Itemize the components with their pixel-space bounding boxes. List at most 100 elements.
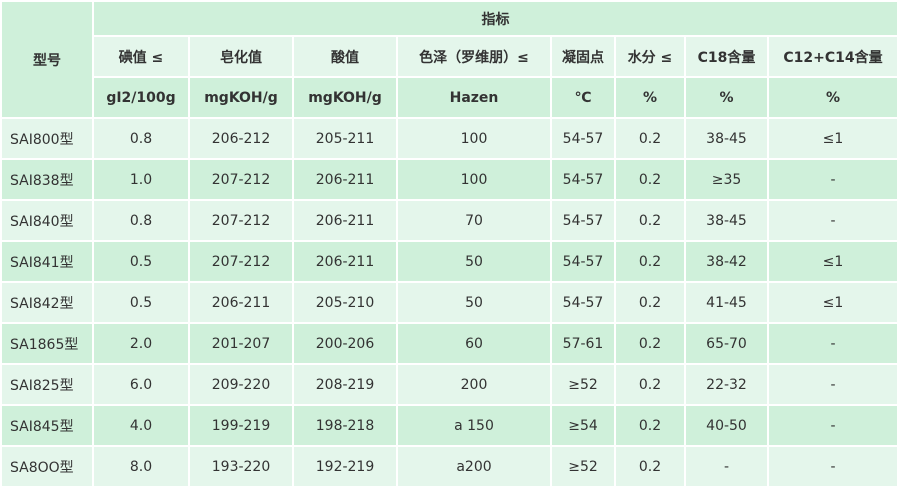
c12-c14-content-header: C12+C14含量 (767, 35, 897, 78)
color-lovibond-cell: a 150 (396, 404, 552, 447)
table-row: SAI825型 6.0 209-220 208-219 200 ≥52 0.2 22-32- (0, 363, 897, 406)
c12-c14-content-cell: - (767, 199, 897, 242)
saponification-value-cell: 209-220 (188, 363, 294, 406)
acid-value-cell: 200-206 (292, 322, 398, 365)
table-row: SAI800型 0.8 206-212 205-211 100 54-57 0.2 38-45… (0, 117, 897, 160)
model-cell: SAI841型 (0, 240, 94, 283)
saponification-value-cell: 206-211 (188, 281, 294, 324)
acid-value-cell: 206-211 (292, 240, 398, 283)
moisture-cell: 0.2 (614, 199, 686, 242)
moisture-cell: 0.2 (614, 363, 686, 406)
c12-c14-content-cell: - (767, 158, 897, 201)
acid-value-cell: 206-211 (292, 199, 398, 242)
saponification-value-cell: 207-212 (188, 158, 294, 201)
table-row: SA1865型 2.0 201-207 200-206 60 57-61 0.2 65-70- (0, 322, 897, 365)
saponification-value-header: 皂化值 (188, 35, 294, 78)
solidification-point-cell: ≥52 (550, 363, 616, 406)
color-lovibond-cell: 50 (396, 281, 552, 324)
model-cell: SAI845型 (0, 404, 94, 447)
saponification-value-unit: mgKOH/g (188, 76, 294, 119)
model-cell: SA8OO型 (0, 445, 94, 488)
saponification-value-cell: 207-212 (188, 199, 294, 242)
color-lovibond-cell: a200 (396, 445, 552, 488)
iodine-value-cell: 0.8 (92, 117, 190, 160)
solidification-point-cell: 54-57 (550, 240, 616, 283)
model-cell: SAI838型 (0, 158, 94, 201)
table-row: SAI838型 1.0 207-212 206-211 100 54-57 0.2 ≥35- (0, 158, 897, 201)
acid-value-cell: 206-211 (292, 158, 398, 201)
model-header: 型号 (0, 0, 94, 119)
c12-c14-content-cell: ≤1 (767, 240, 897, 283)
c18-content-cell: 38-42 (684, 240, 769, 283)
model-cell: SAI840型 (0, 199, 94, 242)
iodine-value-cell: 4.0 (92, 404, 190, 447)
c18-content-cell: ≥35 (684, 158, 769, 201)
solidification-point-cell: 54-57 (550, 117, 616, 160)
solidification-point-cell: ≥54 (550, 404, 616, 447)
solidification-point-header: 凝固点 (550, 35, 616, 78)
acid-value-cell: 198-218 (292, 404, 398, 447)
acid-value-cell: 192-219 (292, 445, 398, 488)
c18-content-unit: % (684, 76, 769, 119)
iodine-value-cell: 0.8 (92, 199, 190, 242)
table-row: SAI845型 4.0 199-219 198-218 a 150 ≥54 0.2 40-50… (0, 404, 897, 447)
c18-content-header: C18含量 (684, 35, 769, 78)
solidification-point-cell: ≥52 (550, 445, 616, 488)
solidification-point-unit: ℃ (550, 76, 616, 119)
moisture-cell: 0.2 (614, 322, 686, 365)
acid-value-cell: 208-219 (292, 363, 398, 406)
model-cell: SAI800型 (0, 117, 94, 160)
solidification-point-cell: 54-57 (550, 158, 616, 201)
color-lovibond-cell: 70 (396, 199, 552, 242)
color-lovibond-cell: 100 (396, 158, 552, 201)
moisture-cell: 0.2 (614, 445, 686, 488)
c12-c14-content-cell: - (767, 404, 897, 447)
moisture-cell: 0.2 (614, 117, 686, 160)
table-row: SA8OO型 8.0 193-220 192-219 a200 ≥52 0.2- - (0, 445, 897, 488)
c18-content-cell: 40-50 (684, 404, 769, 447)
saponification-value-cell: 193-220 (188, 445, 294, 488)
acid-value-header: 酸值 (292, 35, 398, 78)
moisture-cell: 0.2 (614, 158, 686, 201)
c18-content-cell: - (684, 445, 769, 488)
indicator-group-header: 指标 (92, 0, 897, 37)
c18-content-cell: 38-45 (684, 117, 769, 160)
model-cell: SA1865型 (0, 322, 94, 365)
color-lovibond-cell: 60 (396, 322, 552, 365)
moisture-cell: 0.2 (614, 281, 686, 324)
iodine-value-cell: 8.0 (92, 445, 190, 488)
color-lovibond-cell: 50 (396, 240, 552, 283)
solidification-point-cell: 57-61 (550, 322, 616, 365)
color-lovibond-cell: 200 (396, 363, 552, 406)
c18-content-cell: 65-70 (684, 322, 769, 365)
iodine-value-cell: 0.5 (92, 240, 190, 283)
saponification-value-cell: 206-212 (188, 117, 294, 160)
iodine-value-cell: 2.0 (92, 322, 190, 365)
moisture-cell: 0.2 (614, 404, 686, 447)
c12-c14-content-cell: ≤1 (767, 117, 897, 160)
moisture-unit: % (614, 76, 686, 119)
c12-c14-content-cell: - (767, 322, 897, 365)
c18-content-cell: 22-32 (684, 363, 769, 406)
model-cell: SAI825型 (0, 363, 94, 406)
table-row: SAI841型 0.5 207-212 206-211 50 54-57 0.2 38-42 ≤… (0, 240, 897, 283)
saponification-value-cell: 199-219 (188, 404, 294, 447)
table-row: SAI840型 0.8 207-212 206-211 70 54-57 0.2 38-45- (0, 199, 897, 242)
c18-content-cell: 38-45 (684, 199, 769, 242)
c18-content-cell: 41-45 (684, 281, 769, 324)
solidification-point-cell: 54-57 (550, 281, 616, 324)
c12-c14-content-cell: - (767, 445, 897, 488)
solidification-point-cell: 54-57 (550, 199, 616, 242)
c12-c14-content-unit: % (767, 76, 897, 119)
saponification-value-cell: 201-207 (188, 322, 294, 365)
moisture-cell: 0.2 (614, 240, 686, 283)
moisture-header: 水分 ≤ (614, 35, 686, 78)
saponification-value-cell: 207-212 (188, 240, 294, 283)
table-row: SAI842型 0.5 206-211 205-210 50 54-57 0.2 41-45 ≤… (0, 281, 897, 324)
c12-c14-content-cell: ≤1 (767, 281, 897, 324)
c12-c14-content-cell: - (767, 363, 897, 406)
acid-value-cell: 205-211 (292, 117, 398, 160)
color-lovibond-unit: Hazen (396, 76, 552, 119)
iodine-value-cell: 0.5 (92, 281, 190, 324)
